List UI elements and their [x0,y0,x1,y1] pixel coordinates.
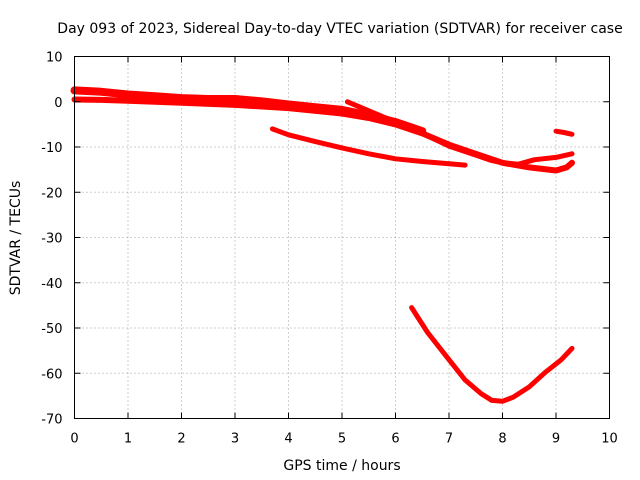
series-arc-2 [344,99,575,167]
y-tick-label: -60 [41,367,62,382]
x-tick-label: 10 [601,432,618,447]
grid [74,56,610,419]
x-tick-label: 4 [284,432,292,447]
y-tick-label: -10 [41,141,62,156]
y-tick-label: -30 [41,232,62,247]
series-arc-5 [553,128,575,137]
y-tick-label: -40 [41,277,62,292]
tick-marks [74,56,610,419]
x-tick-labels: 0 1 2 3 4 5 6 7 8 9 10 [70,432,617,447]
y-tick-label: 10 [46,51,63,66]
x-tick-label: 3 [231,432,239,447]
x-tick-label: 1 [124,432,132,447]
x-axis-label: GPS time / hours [283,458,400,474]
y-tick-label: 0 [54,96,62,111]
x-tick-label: 5 [338,432,346,447]
y-tick-label: -50 [41,322,62,337]
y-axis-label: SDTVAR / TECUs [8,181,24,296]
x-tick-label: 2 [177,432,185,447]
y-tick-label: -20 [41,186,62,201]
x-tick-label: 6 [391,432,399,447]
x-tick-label: 0 [70,432,78,447]
chart-title: Day 093 of 2023, Sidereal Day-to-day VTE… [57,21,622,37]
series-arc-4 [409,305,575,404]
x-tick-label: 7 [445,432,453,447]
x-tick-label: 9 [552,432,560,447]
series-group [70,86,575,404]
series-arc-3 [269,126,468,168]
y-tick-label: -70 [41,413,62,428]
x-tick-label: 8 [498,432,506,447]
y-tick-labels: -70 -60 -50 -40 -30 -20 -10 0 10 [41,51,62,428]
